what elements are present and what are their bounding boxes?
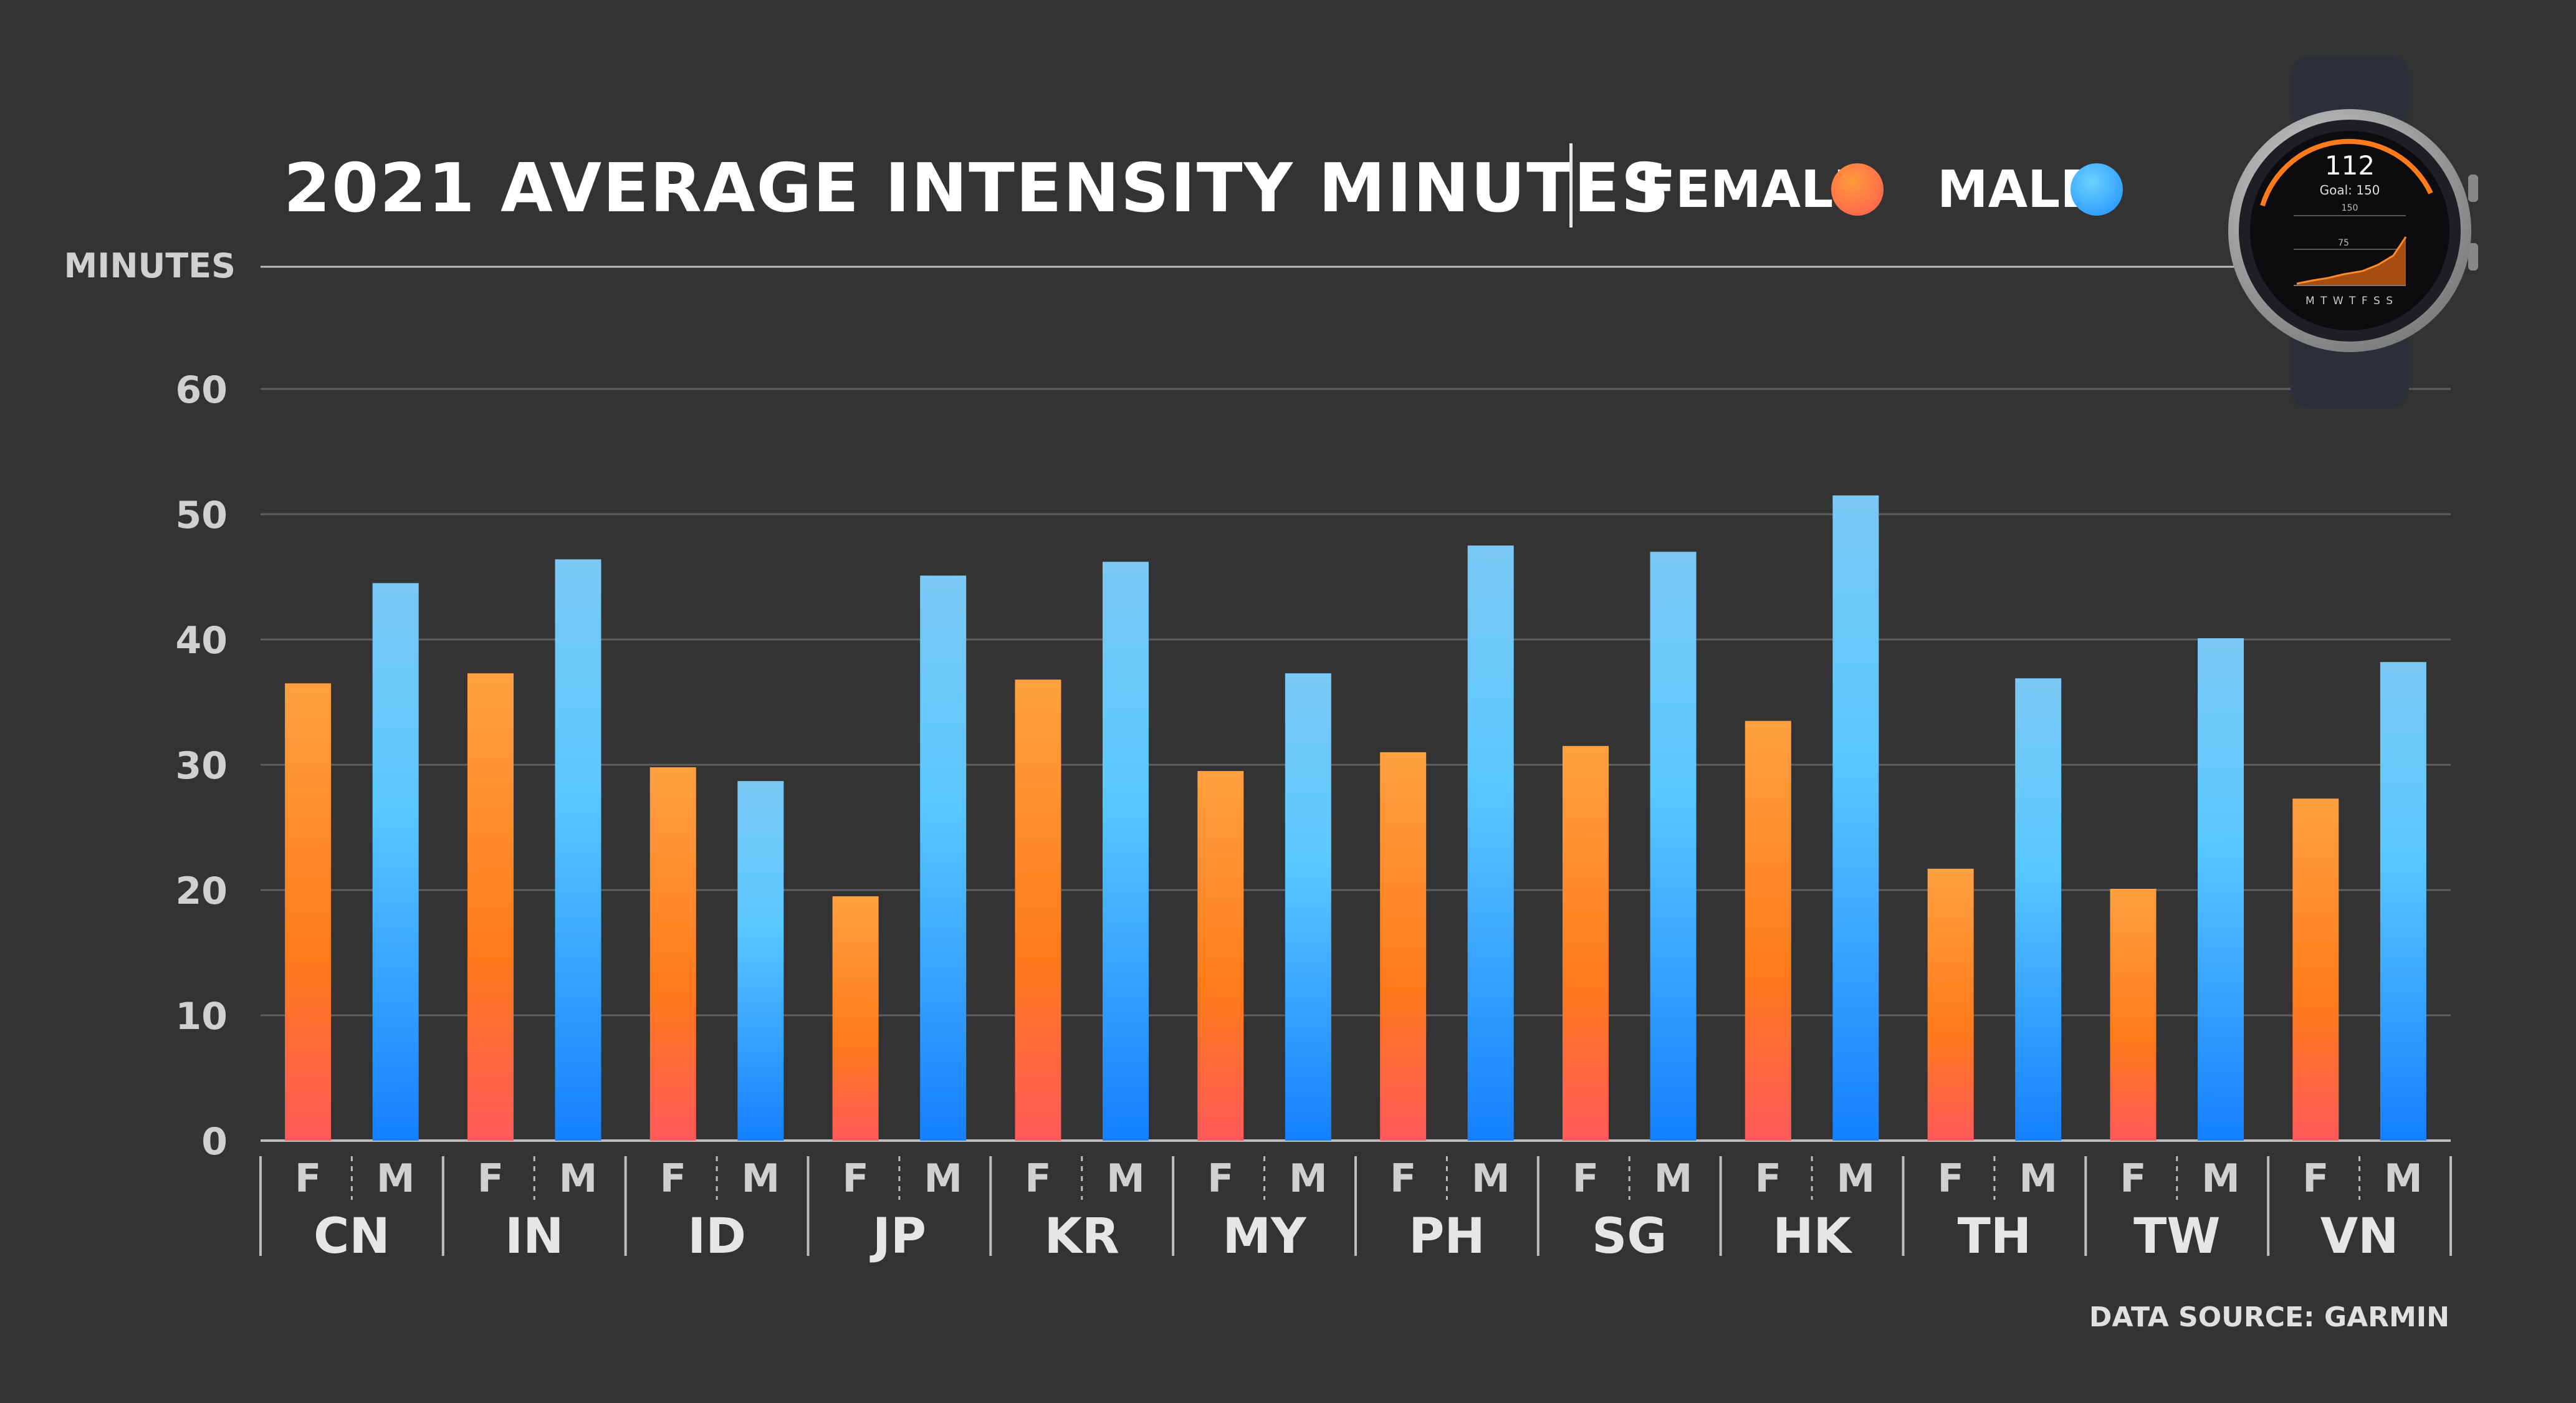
x-sublabel-male: M: [2019, 1156, 2057, 1201]
x-sublabel-male: M: [742, 1156, 780, 1201]
data-source: DATA SOURCE: GARMIN: [2089, 1301, 2449, 1333]
bar-male-sg: [1650, 552, 1697, 1141]
y-tick-label: 20: [176, 869, 228, 913]
bar-male-tw: [2198, 638, 2244, 1141]
bar-male-kr: [1103, 562, 1149, 1141]
bar-male-my: [1285, 673, 1331, 1141]
watch-icon: 112 Goal: 150 150 75 M T W T F S S: [2228, 56, 2478, 408]
x-category-label: JP: [869, 1209, 926, 1265]
bar-female-th: [1927, 868, 1974, 1141]
x-sublabel-female: F: [1025, 1156, 1051, 1201]
x-category-label: TH: [1958, 1209, 2032, 1265]
x-sublabel-female: F: [1573, 1156, 1599, 1201]
x-sublabel-male: M: [2384, 1156, 2423, 1201]
y-tick-label: 0: [201, 1120, 227, 1164]
legend-male-label: MALE: [1937, 160, 2095, 219]
x-category-label: KR: [1044, 1209, 1119, 1265]
x-category-label: MY: [1223, 1209, 1308, 1265]
x-sublabel-female: F: [295, 1156, 321, 1201]
bar-male-id: [737, 781, 784, 1141]
y-tick-label: 40: [176, 619, 228, 663]
x-category-label: SG: [1592, 1209, 1667, 1265]
watch-days: M T W T F S S: [2305, 295, 2394, 307]
bar-male-ph: [1467, 545, 1514, 1141]
bar-female-hk: [1745, 721, 1791, 1141]
x-sublabel-male: M: [924, 1156, 962, 1201]
bar-male-cn: [372, 583, 419, 1141]
x-category-label: TW: [2133, 1209, 2220, 1265]
y-tick-label: 10: [176, 995, 228, 1038]
y-tick-label: 60: [176, 368, 228, 412]
bar-female-sg: [1562, 745, 1609, 1141]
x-sublabel-male: M: [1654, 1156, 1693, 1201]
legend-male-swatch: [2071, 163, 2123, 216]
watch-value: 112: [2325, 150, 2375, 181]
bar-male-vn: [2380, 662, 2426, 1141]
x-sublabel-male: M: [2201, 1156, 2240, 1201]
x-sublabel-female: F: [477, 1156, 504, 1201]
y-tick-label: 30: [176, 744, 228, 788]
x-sublabel-female: F: [1937, 1156, 1963, 1201]
x-category-label: CN: [314, 1209, 390, 1265]
bar-male-in: [555, 559, 601, 1141]
x-category-label: PH: [1409, 1209, 1485, 1265]
bar-female-in: [467, 673, 514, 1141]
x-category-label: HK: [1773, 1209, 1852, 1265]
y-axis-title: MINUTES: [64, 246, 236, 285]
x-sublabel-male: M: [1106, 1156, 1145, 1201]
x-sublabel-male: M: [559, 1156, 598, 1201]
watch-scale-mid: 75: [2338, 238, 2349, 248]
x-category-label: ID: [687, 1209, 746, 1265]
bar-female-id: [649, 767, 696, 1141]
bar-female-tw: [2110, 888, 2157, 1141]
bar-female-ph: [1380, 752, 1427, 1141]
bar-female-cn: [285, 683, 332, 1141]
bar-female-jp: [832, 896, 879, 1141]
watch-goal: Goal: 150: [2320, 183, 2380, 198]
legend-female-label: FEMALE: [1640, 160, 1869, 219]
x-category-label: IN: [505, 1209, 563, 1265]
x-sublabel-female: F: [1755, 1156, 1781, 1201]
bar-female-vn: [2292, 798, 2339, 1141]
x-sublabel-male: M: [376, 1156, 415, 1201]
bar-female-my: [1197, 771, 1244, 1141]
legend-female-swatch: [1831, 163, 1884, 216]
x-sublabel-female: F: [660, 1156, 686, 1201]
x-sublabel-female: F: [1207, 1156, 1233, 1201]
bar-male-hk: [1832, 495, 1879, 1141]
x-sublabel-male: M: [1837, 1156, 1875, 1201]
bar-male-jp: [920, 575, 967, 1141]
x-sublabel-female: F: [842, 1156, 868, 1201]
x-category-label: VN: [2320, 1209, 2399, 1265]
x-sublabel-female: F: [1390, 1156, 1416, 1201]
x-sublabel-female: F: [2120, 1156, 2146, 1201]
x-sublabel-male: M: [1289, 1156, 1328, 1201]
chart-title: 2021 AVERAGE INTENSITY MINUTES: [284, 150, 1671, 227]
y-tick-label: 50: [176, 494, 228, 537]
watch-scale-top: 150: [2342, 203, 2358, 213]
x-sublabel-female: F: [2302, 1156, 2329, 1201]
legend-divider: [1569, 143, 1573, 227]
bar-female-kr: [1015, 679, 1061, 1141]
x-sublabel-male: M: [1472, 1156, 1510, 1201]
bar-male-th: [2015, 678, 2062, 1141]
